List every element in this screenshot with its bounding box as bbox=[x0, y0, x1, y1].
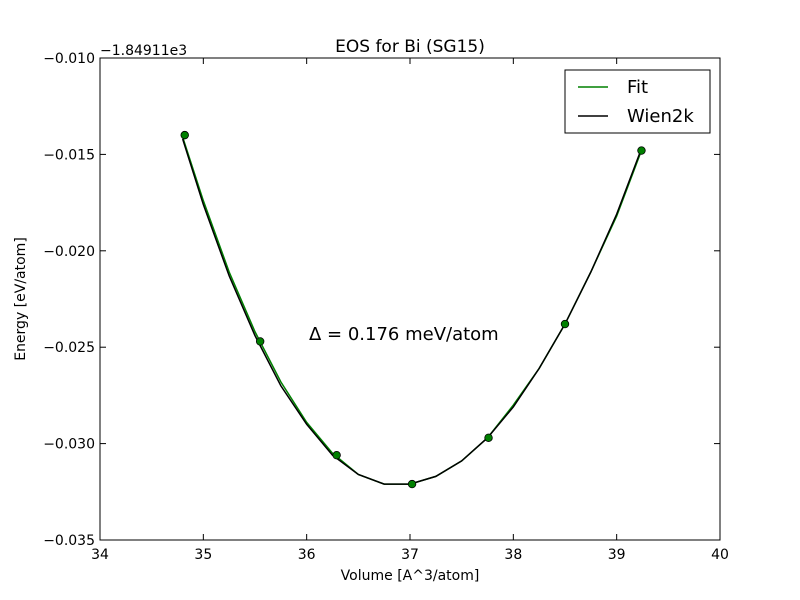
y-tick-label: −0.015 bbox=[43, 147, 95, 163]
data-point bbox=[255, 337, 265, 346]
y-tick-label: −0.025 bbox=[43, 340, 95, 356]
data-point bbox=[560, 319, 570, 329]
legend: Fit Wien2k bbox=[564, 69, 711, 134]
x-tick-label: 40 bbox=[711, 547, 729, 563]
y-axis-title: Energy [eV/atom] bbox=[13, 237, 29, 361]
data-point bbox=[332, 450, 341, 460]
x-tick-label: 38 bbox=[504, 547, 522, 563]
x-axis-title: Volume [A^3/atom] bbox=[341, 568, 480, 584]
data-point bbox=[180, 130, 189, 140]
y-offset-text: −1.84911e3 bbox=[100, 43, 187, 59]
chart-title: EOS for Bi (SG15) bbox=[335, 37, 485, 57]
y-tick-label: −0.035 bbox=[43, 533, 95, 549]
delta-annotation: Δ = 0.176 meV/atom bbox=[309, 324, 499, 345]
data-point bbox=[637, 146, 646, 155]
x-tick-label: 34 bbox=[91, 547, 109, 563]
data-point bbox=[407, 479, 417, 489]
legend-label-fit: Fit bbox=[627, 77, 648, 98]
y-tick-label: −0.020 bbox=[43, 244, 95, 260]
legend-label-wien2k: Wien2k bbox=[627, 106, 694, 127]
y-tick-label: −0.010 bbox=[43, 51, 95, 67]
ticks-layer: 34 35 36 37 38 39 40 −0.035 −0.030 −0.025 −0.020 −0… bbox=[43, 51, 729, 563]
y-tick-label: −0.030 bbox=[43, 437, 95, 453]
x-tick-label: 39 bbox=[608, 547, 626, 563]
legend-box bbox=[564, 69, 711, 134]
data-point bbox=[484, 433, 493, 443]
plot-layer bbox=[180, 130, 646, 489]
x-tick-label: 36 bbox=[298, 547, 316, 563]
x-tick-label: 37 bbox=[401, 547, 419, 563]
x-tick-label: 35 bbox=[194, 547, 212, 563]
